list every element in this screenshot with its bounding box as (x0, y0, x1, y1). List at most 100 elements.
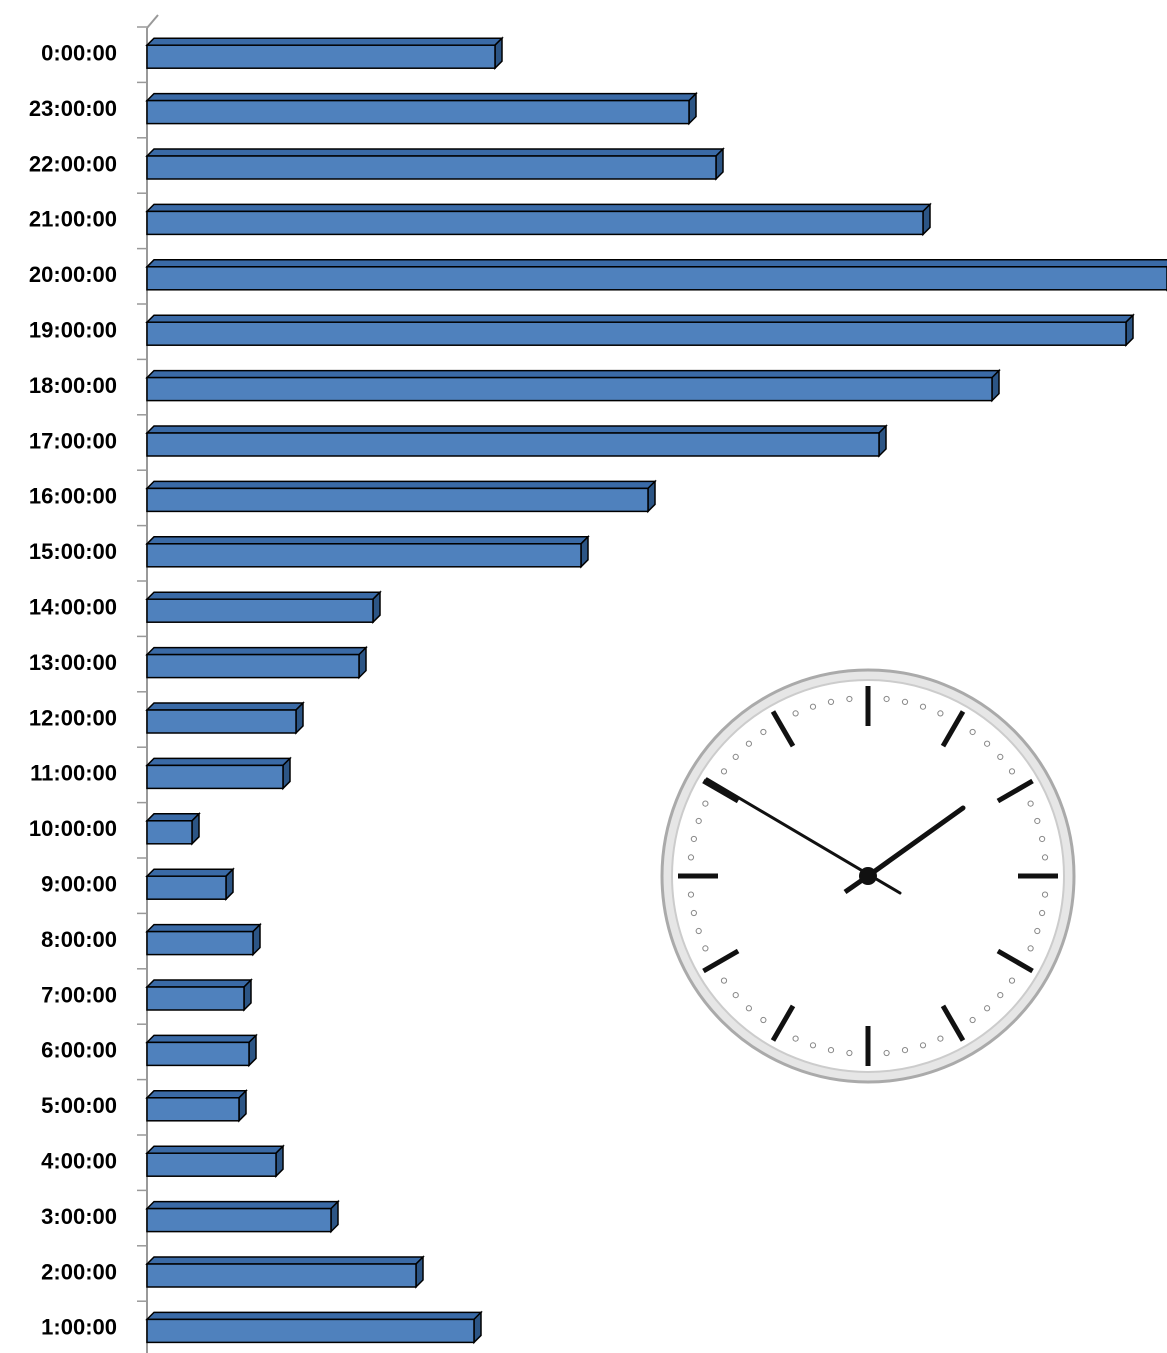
bar-top (145, 314, 1135, 323)
clock-minute-dot (969, 728, 976, 736)
bar-top (145, 480, 657, 490)
bar (146, 321, 1127, 346)
bar-top (145, 1311, 483, 1321)
clock-hour-mark (702, 778, 740, 804)
clock-minute-dot (809, 703, 817, 710)
bar (146, 820, 193, 845)
bar-top (145, 1034, 258, 1044)
clock-minute-dot (690, 835, 697, 843)
clock-minute-dot (937, 1035, 944, 1042)
clock-minute-dot (1027, 945, 1034, 952)
clock-minute-dot (702, 945, 709, 952)
clock-minute-dot (760, 728, 767, 736)
y-tick-label: 15:00:00 (29, 539, 117, 564)
clock-minute-dot (984, 740, 991, 747)
clock-minute-dot (883, 1049, 890, 1057)
bar (146, 653, 360, 679)
bar-top (145, 203, 932, 213)
bar (146, 210, 924, 236)
bar (146, 1152, 277, 1177)
bar (146, 543, 582, 568)
bar-top (145, 868, 235, 877)
bar-top (145, 37, 504, 46)
clock-minute-dot (846, 695, 853, 703)
bar (146, 1207, 332, 1233)
clock-hour-mark (770, 710, 796, 748)
clock-hour-mark (996, 778, 1034, 804)
bar-top (145, 425, 888, 434)
clock-minute-dot (745, 740, 752, 747)
clock-minute-dot (695, 817, 702, 825)
clock-minute-dot (901, 1047, 909, 1054)
clock-minute-dot (702, 800, 709, 807)
y-tick-label: 22:00:00 (29, 151, 117, 176)
bar (146, 930, 254, 956)
clock-minute-dot (695, 927, 702, 935)
bar (146, 598, 374, 623)
clock-minute-dot (809, 1042, 817, 1049)
bar (146, 44, 496, 69)
clock-minute-dot (687, 891, 695, 898)
clock-ticks (678, 686, 1058, 1066)
y-tick-label: 14:00:00 (29, 595, 117, 620)
clock-minute-dot (732, 992, 739, 999)
y-tick-label: 1:00:00 (41, 1315, 117, 1340)
clock-minute-dot (760, 1016, 767, 1024)
clock-hour-mark (702, 948, 740, 974)
y-tick-label: 16:00:00 (29, 484, 117, 509)
y-tick-label: 4:00:00 (41, 1149, 117, 1174)
bar-top (145, 979, 253, 988)
y-tick-label: 10:00:00 (29, 816, 117, 841)
y-tick-label: 8:00:00 (41, 927, 117, 952)
clock-minute-dot (1041, 891, 1049, 898)
bar-top (145, 923, 262, 933)
clock-minute-dot (687, 854, 695, 861)
clock-minute-dot (901, 698, 909, 705)
clock-minute-dot (919, 703, 927, 710)
clock-minute-dot (732, 753, 739, 760)
hour-hand (865, 805, 966, 879)
y-tick-label: 11:00:00 (30, 761, 117, 786)
clock-minute-dot (1039, 909, 1046, 917)
y-tick-label: 5:00:00 (41, 1093, 117, 1118)
clock-minute-dot (792, 1035, 799, 1042)
clock-minute-dot (883, 695, 890, 703)
clock-minute-dot (792, 710, 799, 717)
y-tick-label: 9:00:00 (41, 872, 117, 897)
clock-hour-mark (940, 710, 966, 748)
clock-minute-dot (1027, 800, 1034, 807)
y-tick-label: 0:00:00 (41, 41, 117, 66)
y-tick-label: 23:00:00 (29, 96, 117, 121)
y-tick-label: 2:00:00 (41, 1259, 117, 1284)
bar-top (145, 259, 1167, 268)
clock-minute-dot (827, 698, 835, 705)
bar-top (145, 1256, 425, 1265)
y-tick-label: 7:00:00 (41, 982, 117, 1007)
bar (146, 487, 649, 513)
bar-top (145, 646, 368, 656)
bar (146, 875, 227, 900)
bar (146, 155, 717, 180)
clock-illustration (660, 668, 1076, 1084)
bar-top (145, 369, 1001, 379)
bar (146, 432, 880, 457)
bar (146, 1041, 250, 1067)
bar (146, 376, 993, 402)
clock-hour-mark (770, 1004, 796, 1042)
clock-minute-dot (997, 753, 1004, 760)
clock-minute-dot (919, 1042, 927, 1049)
clock-minute-dot (846, 1049, 853, 1057)
y-tick-label: 3:00:00 (41, 1204, 117, 1229)
axis-line-depth (146, 14, 159, 29)
clock-minute-dot (720, 768, 728, 775)
bar (146, 99, 690, 125)
clock-minute-dot (1008, 768, 1016, 775)
bar-top (145, 92, 698, 102)
bar-top (145, 1200, 340, 1210)
bar (146, 764, 284, 790)
clock-minute-dot (745, 1005, 752, 1012)
bar (146, 266, 1167, 291)
y-tick-label: 6:00:00 (41, 1038, 117, 1063)
y-tick-label: 13:00:00 (29, 650, 117, 675)
